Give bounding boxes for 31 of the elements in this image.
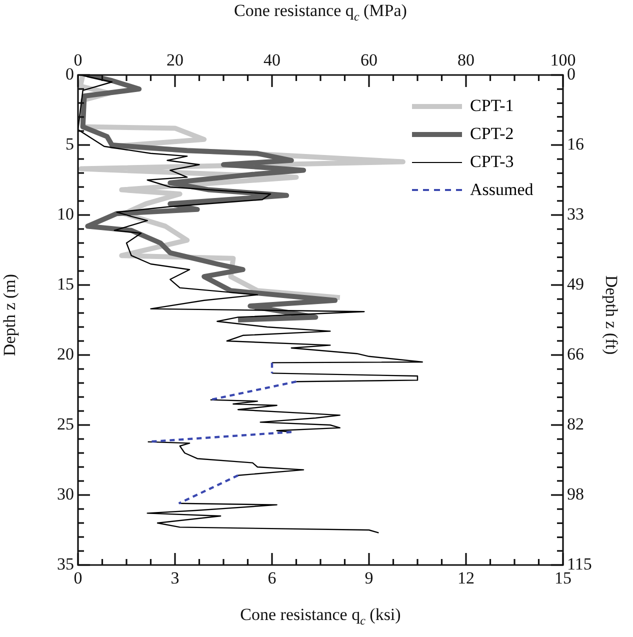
y2-tick-label: 66 (567, 344, 584, 364)
x-tick-label: 3 (170, 568, 180, 588)
x2-tick-label: 100 (550, 50, 576, 70)
y-tick-label: 15 (57, 274, 74, 294)
x2-tick-label: 40 (264, 50, 280, 70)
y-tick-label: 35 (57, 554, 74, 574)
x2-tick-label: 20 (166, 50, 184, 70)
y2-tick-label: 16 (567, 134, 584, 154)
y2-tick-label: 98 (567, 484, 584, 504)
y2-tick-label: 49 (567, 274, 584, 294)
legend-label: CPT-3 (470, 152, 514, 172)
y-tick-label: 0 (66, 64, 74, 84)
legend-label: CPT-2 (470, 124, 514, 144)
x2-tick-label: 60 (360, 50, 378, 70)
y-tick-label: 20 (57, 344, 74, 364)
x-tick-label: 9 (364, 568, 374, 588)
x-axis-title: Cone resistance q$_{c}$ (ksi) (239, 605, 402, 628)
y-tick-label: 5 (66, 134, 74, 154)
x-tick-label: 6 (268, 568, 276, 588)
x-tick-label: 12 (458, 568, 474, 588)
y-tick-label: 10 (57, 204, 74, 224)
y-tick-label: 30 (57, 484, 74, 504)
y2-tick-label: 82 (567, 414, 584, 434)
y-axis-title: Depth z (m) (0, 272, 20, 358)
y-tick-label: 25 (57, 414, 74, 434)
x2-tick-label: 80 (458, 50, 474, 70)
legend-label: CPT-1 (470, 96, 514, 116)
x2-axis-title: Cone resistance q$_{c}$ (MPa) (233, 1, 408, 24)
legend-label: Assumed (470, 180, 534, 200)
y2-axis-title: Depth z (ft) (601, 274, 621, 357)
y2-tick-label: 33 (567, 204, 584, 224)
